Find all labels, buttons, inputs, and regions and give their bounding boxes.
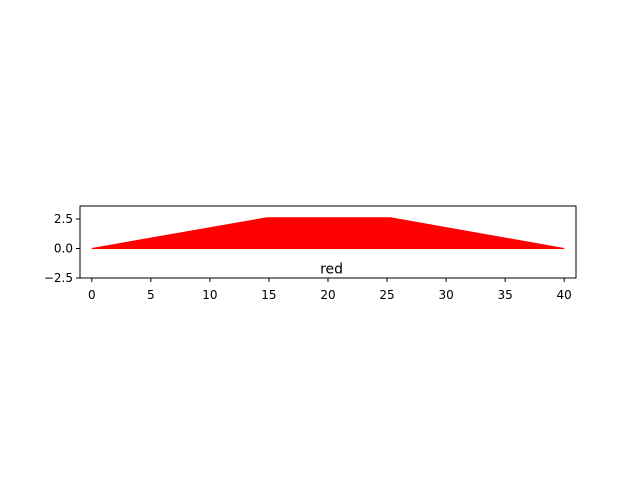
x-tick-label: 30 (438, 288, 453, 302)
y-tick-label: 2.5 (54, 212, 73, 226)
y-tick-label: −2.5 (44, 271, 73, 285)
series-label-red: red (320, 261, 343, 277)
axes-frame (79, 205, 577, 279)
y-tick-label: 0.0 (54, 241, 73, 255)
x-tick-label: 15 (261, 288, 276, 302)
series-area-0 (91, 217, 565, 249)
y-axis: −2.5 0.0 2.5 (44, 212, 80, 285)
series-layer (91, 217, 565, 249)
annotation-layer: red (320, 261, 343, 277)
x-tick-label: 20 (320, 288, 335, 302)
x-tick-label: 25 (379, 288, 394, 302)
x-axis: 0 5 10 15 20 25 30 35 40 (88, 278, 572, 302)
x-tick-label: 35 (498, 288, 513, 302)
x-tick-label: 40 (557, 288, 572, 302)
x-tick-label: 10 (202, 288, 217, 302)
x-tick-label: 5 (147, 288, 155, 302)
x-tick-label: 0 (88, 288, 96, 302)
